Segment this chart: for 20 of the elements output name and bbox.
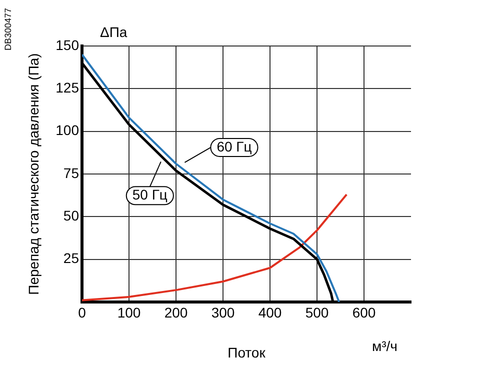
- x-tick-label: 500: [305, 304, 329, 320]
- y-axis-title: Перепад статического давления (Па): [25, 53, 42, 295]
- y-tick-label: 50: [63, 208, 80, 224]
- y-tick-label: 100: [56, 122, 80, 138]
- text: DB300477: [3, 8, 13, 51]
- x-tick-label: 600: [352, 304, 376, 320]
- x-tick-label: 300: [211, 304, 235, 320]
- x-tick-label: 200: [164, 304, 188, 320]
- y-tick-label: 75: [63, 164, 80, 181]
- text: ΔПа: [100, 24, 128, 40]
- annotation: 60 Гц: [216, 138, 252, 154]
- x-tick-label: 400: [258, 304, 282, 320]
- x-tick-label: 100: [117, 304, 141, 320]
- y-tick-label: 125: [56, 80, 80, 96]
- text: м³/ч: [372, 338, 398, 354]
- y-tick-label: 150: [56, 36, 80, 53]
- annotation: 50 Гц: [132, 186, 168, 202]
- x-tick-label: 0: [78, 304, 86, 320]
- y-tick-label: 25: [63, 250, 80, 266]
- x-axis-title: Поток: [228, 344, 266, 360]
